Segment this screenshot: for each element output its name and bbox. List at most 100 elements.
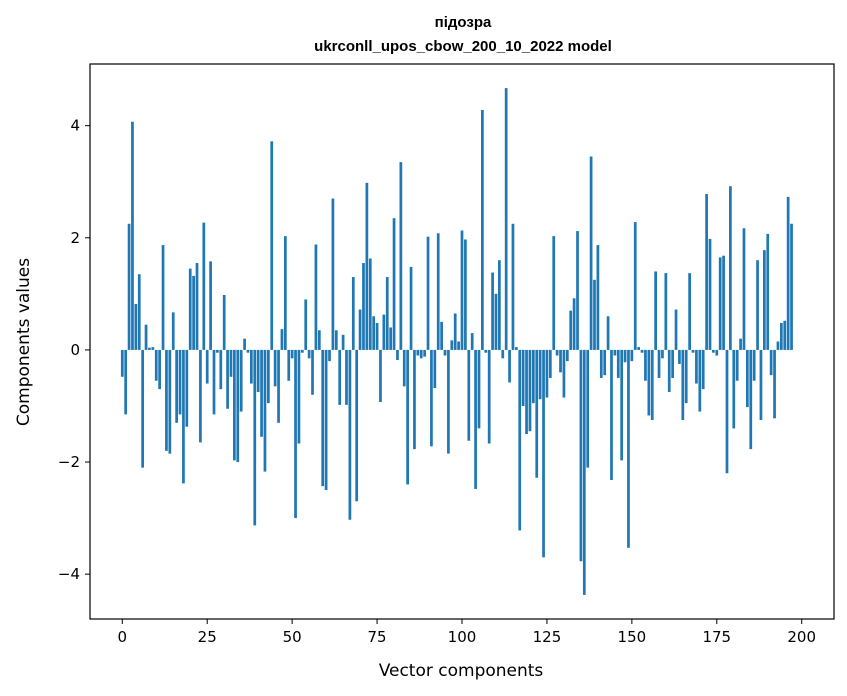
bar [338,349,342,405]
bar [195,263,199,350]
bar [460,230,464,350]
bar [216,349,219,353]
bar [148,347,151,350]
bar [732,349,736,429]
bar [260,349,263,437]
bar [640,349,644,353]
bar [423,349,426,357]
bar [555,349,559,356]
bar [786,196,790,350]
x-tick-label: 100 [448,628,477,646]
bar [154,349,158,381]
bar [773,349,776,419]
bar [487,349,491,444]
bar [464,239,467,350]
bar [664,273,668,350]
bar [379,349,382,403]
bar [528,349,532,432]
bar [498,260,501,350]
bar [348,349,352,520]
bar [426,236,430,350]
bar [776,341,780,350]
bar [256,349,260,392]
bar [368,258,372,350]
bar [317,330,321,350]
bar [131,121,134,350]
bar [576,231,579,350]
bar [661,349,664,359]
bar [562,349,566,398]
bar [722,255,725,350]
bar [385,277,389,350]
bar [409,266,413,350]
bar [606,316,610,350]
bar [134,303,138,350]
y-tick-label: 0 [70,341,80,359]
bar [542,349,545,558]
x-tick-label: 75 [368,628,387,646]
bar [610,349,613,480]
bar-series [120,88,793,595]
bar [358,309,362,350]
bar [168,349,172,454]
bar [351,277,355,350]
bar [311,349,314,395]
y-axis-label: Components values [14,258,34,426]
bar [548,349,552,378]
bar [277,349,280,423]
bar [766,233,770,350]
bar [294,349,297,519]
bar [531,349,535,404]
bar [701,349,705,390]
bar [297,349,301,444]
bar [334,330,338,350]
bar [504,88,508,350]
bar [769,349,773,376]
bar [447,349,450,454]
bar [280,329,284,350]
bar [746,349,749,408]
bar [233,349,236,461]
bar [633,222,637,350]
x-tick-label: 0 [118,628,128,646]
bar [603,349,607,376]
bar [253,349,257,526]
bar [705,194,708,350]
bar [525,349,528,434]
bar [453,313,457,350]
bar [287,349,291,381]
bar [341,334,345,350]
bar [477,349,481,429]
bar [205,349,209,384]
y-tick-label: −4 [58,565,80,583]
bar [518,349,522,531]
bar [345,349,348,405]
bar [158,349,161,390]
chart-title: підозра [435,14,492,31]
bar [250,349,253,384]
bar [715,349,719,356]
bar [678,349,681,364]
bar [759,349,763,420]
bar [141,349,145,468]
bar [137,274,141,350]
bar [620,349,624,461]
bar [688,273,691,350]
bar [219,349,223,390]
bar [433,349,437,389]
bar [372,316,376,350]
bar [243,338,246,350]
bar [552,236,556,350]
y-tick-label: 2 [70,229,80,247]
bar [535,349,539,478]
bar [559,349,562,373]
bar [494,293,498,350]
bar [178,349,182,415]
bar [779,323,783,350]
bar [613,349,617,356]
bar [239,349,243,412]
bar [246,349,250,353]
bar [399,162,403,350]
bar [270,141,274,350]
